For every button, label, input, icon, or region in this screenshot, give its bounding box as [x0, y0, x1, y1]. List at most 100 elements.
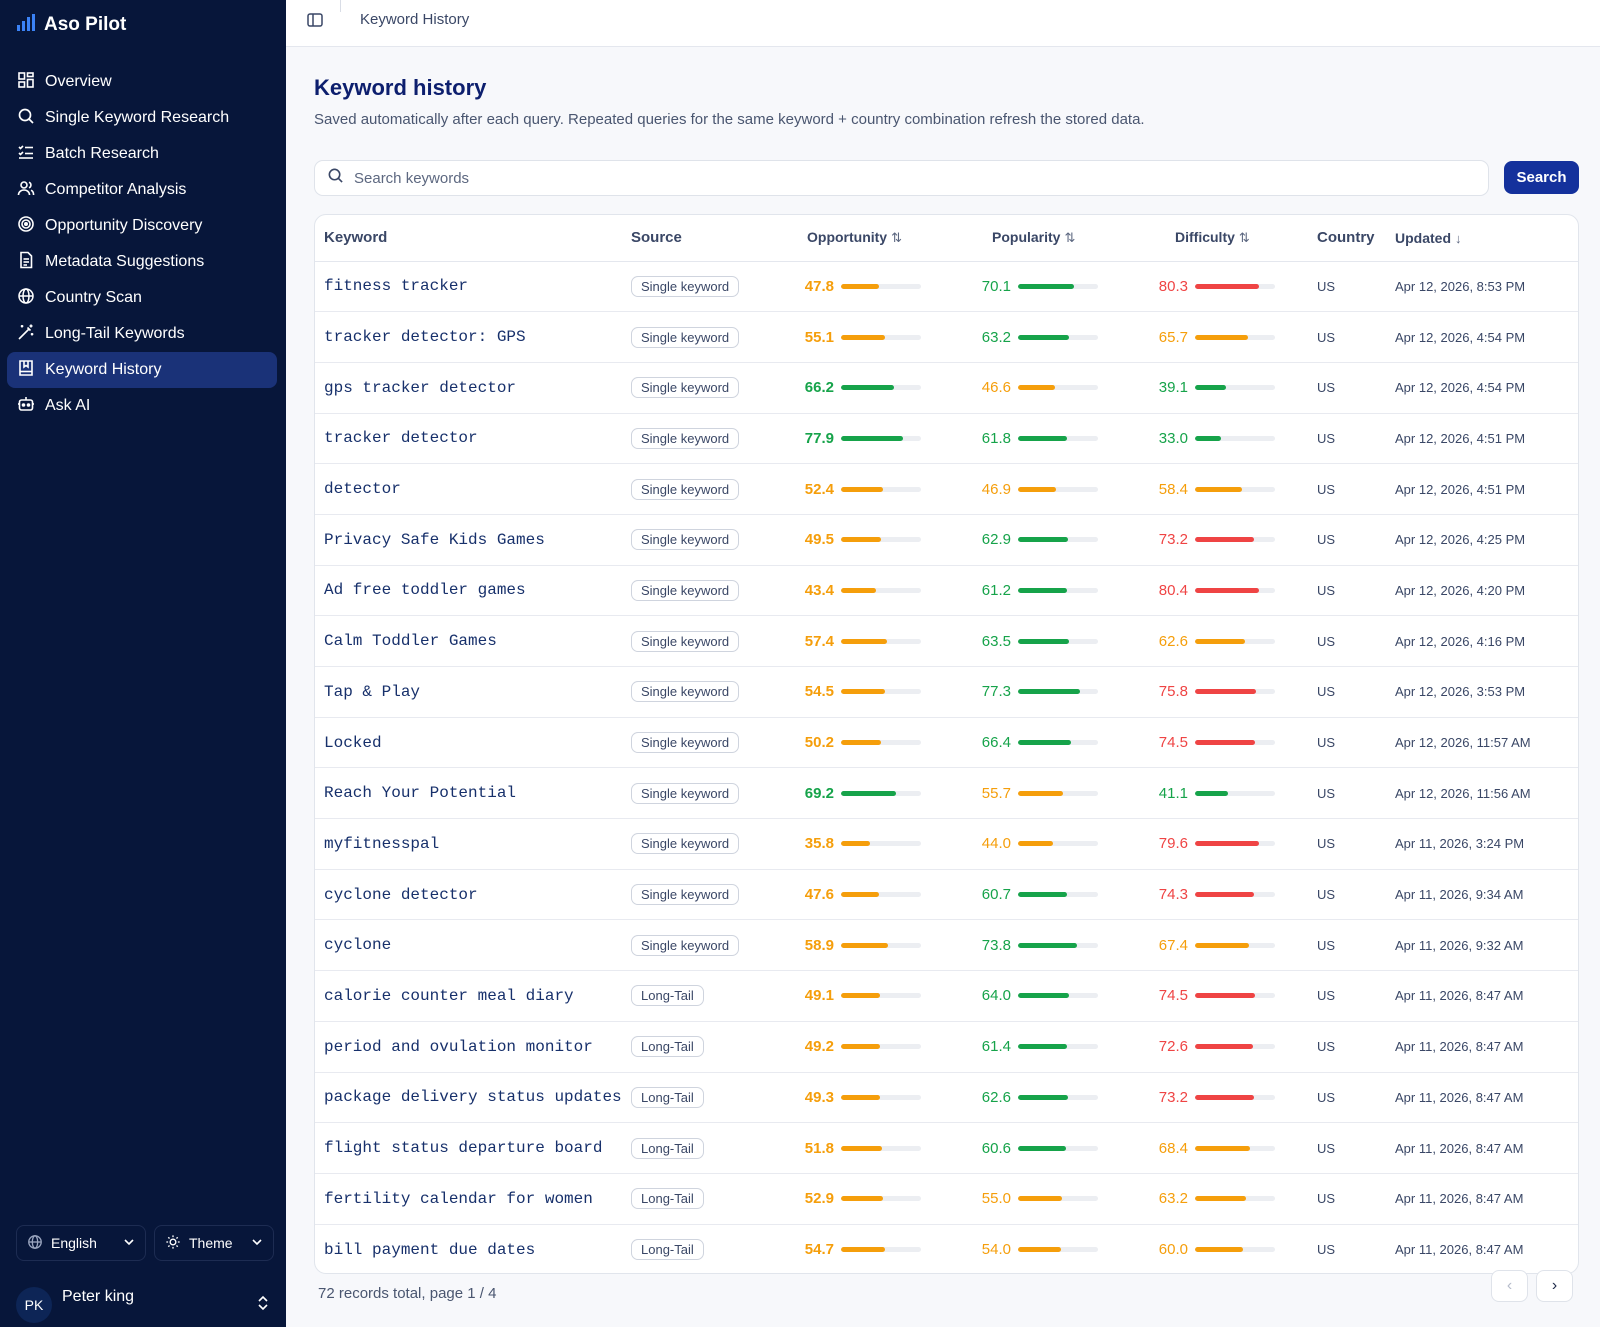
table-row[interactable]: Calm Toddler Games Single keyword 57.4 63.5…	[315, 616, 1578, 667]
table-row[interactable]: bill payment due dates Long-Tail 54.7 54.0 6…	[315, 1224, 1578, 1273]
sidebar-item-label: Batch Research	[45, 145, 159, 162]
opportunity-bar-fill	[841, 587, 876, 593]
sidebar-item-metadata-suggestions[interactable]: Metadata Suggestions	[7, 244, 277, 280]
table-row[interactable]: Ad free toddler games Single keyword 43.4 6…	[315, 565, 1578, 616]
language-select[interactable]: English	[16, 1225, 146, 1261]
table-row[interactable]: calorie counter meal diary Long-Tail 49.1 6…	[315, 971, 1578, 1022]
table-row[interactable]: tracker detector Single keyword 77.9 61.8 33…	[315, 413, 1578, 464]
opportunity-value: 51.8	[804, 1139, 834, 1157]
difficulty-score: 80.4	[1152, 582, 1317, 599]
sidebar-item-competitor-analysis[interactable]: Competitor Analysis	[7, 172, 277, 208]
country-cell: US	[1317, 937, 1336, 953]
difficulty-bar	[1195, 385, 1275, 391]
opportunity-value: 49.1	[804, 987, 834, 1005]
opportunity-bar-fill	[841, 486, 883, 492]
opportunity-cell: 54.7	[798, 1224, 975, 1273]
popularity-score: 70.1	[975, 278, 1152, 295]
sidebar-item-ask-ai[interactable]: Ask AI	[7, 388, 277, 424]
difficulty-score: 67.4	[1152, 937, 1317, 954]
difficulty-score: 74.5	[1152, 734, 1317, 751]
updated-cell: Apr 12, 2026, 4:51 PM	[1395, 430, 1526, 446]
popularity-bar	[1018, 334, 1098, 340]
source-badge: Single keyword	[631, 275, 740, 297]
column-header-label: Updated	[1395, 229, 1451, 246]
updated-cell: Apr 11, 2026, 8:47 AM	[1395, 1191, 1524, 1207]
opportunity-bar	[841, 1196, 921, 1202]
popularity-bar	[1018, 435, 1098, 441]
search-icon	[17, 107, 35, 130]
opportunity-bar	[841, 587, 921, 593]
opportunity-cell: 43.4	[798, 565, 975, 616]
popularity-bar-fill	[1018, 841, 1054, 847]
sidebar-item-opportunity-discovery[interactable]: Opportunity Discovery	[7, 208, 277, 244]
difficulty-cell: 73.2	[1152, 514, 1317, 565]
theme-select[interactable]: Theme	[154, 1225, 274, 1261]
prev-page-button[interactable]: ‹	[1491, 1270, 1528, 1302]
next-page-button[interactable]: ›	[1536, 1270, 1573, 1302]
table-header-row: Keyword Source Opportunity ⇅ Popularity ⇅ …	[315, 215, 1578, 262]
table-row[interactable]: cyclone Single keyword 58.9 73.8 67.4 US Apr 1…	[315, 920, 1578, 971]
popularity-bar	[1018, 689, 1098, 695]
column-header-popularity[interactable]: Popularity ⇅	[975, 215, 1152, 262]
table-row[interactable]: fitness tracker Single keyword 47.8 70.1 80.…	[315, 261, 1578, 312]
table-row[interactable]: Locked Single keyword 50.2 66.4 74.5 US Apr 12…	[315, 717, 1578, 768]
difficulty-bar-fill	[1195, 283, 1260, 289]
popularity-score: 61.2	[975, 582, 1152, 599]
table-row[interactable]: Tap & Play Single keyword 54.5 77.3 75.8 US Ap…	[315, 667, 1578, 718]
country-cell: US	[1317, 988, 1336, 1004]
brand[interactable]: Aso Pilot	[16, 12, 126, 38]
opportunity-score: 54.7	[798, 1241, 975, 1258]
sidebar-item-keyword-history[interactable]: Keyword History	[7, 352, 277, 388]
user-menu[interactable]: PK Peter king	[16, 1285, 270, 1325]
popularity-bar-fill	[1018, 283, 1075, 289]
opportunity-cell: 49.5	[798, 514, 975, 565]
popularity-cell: 63.5	[975, 616, 1152, 667]
popularity-cell: 77.3	[975, 667, 1152, 718]
difficulty-score: 65.7	[1152, 329, 1317, 346]
opportunity-value: 49.5	[804, 531, 834, 549]
table-row[interactable]: cyclone detector Single keyword 47.6 60.7 74…	[315, 869, 1578, 920]
sidebar-toggle-icon[interactable]	[306, 11, 328, 33]
search-button[interactable]: Search	[1504, 161, 1579, 194]
popularity-cell: 61.8	[975, 413, 1152, 464]
opportunity-bar-fill	[841, 993, 881, 999]
table-row[interactable]: period and ovulation monitor Long-Tail 49.…	[315, 1021, 1578, 1072]
table-row[interactable]: package delivery status updates Long-Tail…	[315, 1072, 1578, 1123]
table-row[interactable]: tracker detector: GPS Single keyword 55.1 6…	[315, 312, 1578, 363]
difficulty-score: 39.1	[1152, 379, 1317, 396]
opportunity-bar-fill	[841, 1145, 883, 1151]
table-row[interactable]: gps tracker detector Single keyword 66.2 46…	[315, 362, 1578, 414]
difficulty-value: 65.7	[1158, 328, 1188, 346]
country-cell: US	[1317, 836, 1336, 852]
table-row[interactable]: myfitnesspal Single keyword 35.8 44.0 79.6 US…	[315, 819, 1578, 870]
sidebar-item-country-scan[interactable]: Country Scan	[7, 280, 277, 316]
opportunity-bar-fill	[841, 892, 880, 898]
sidebar-item-label: Competitor Analysis	[45, 181, 187, 198]
search-input[interactable]	[354, 169, 1454, 187]
updated-cell: Apr 11, 2026, 8:47 AM	[1395, 1089, 1524, 1105]
source-cell: Single keyword	[631, 413, 798, 464]
table-row[interactable]: Reach Your Potential Single keyword 69.2 55…	[315, 768, 1578, 819]
theme-label: Theme	[189, 1235, 233, 1251]
opportunity-cell: 49.3	[798, 1072, 975, 1123]
opportunity-bar	[841, 334, 921, 340]
pagination-summary: 72 records total, page 1 / 4	[318, 1285, 497, 1302]
column-header-updated[interactable]: Updated ↓	[1395, 215, 1578, 262]
column-header-opportunity[interactable]: Opportunity ⇅	[798, 215, 975, 262]
sidebar-item-overview[interactable]: Overview	[7, 64, 277, 100]
opportunity-cell: 35.8	[798, 819, 975, 870]
difficulty-cell: 80.4	[1152, 565, 1317, 616]
difficulty-cell: 63.2	[1152, 1173, 1317, 1224]
table-row[interactable]: Privacy Safe Kids Games Single keyword 49.…	[315, 514, 1578, 566]
sidebar-item-batch-research[interactable]: Batch Research	[7, 136, 277, 172]
opportunity-bar-fill	[841, 638, 887, 644]
opportunity-bar	[841, 435, 921, 441]
updated-cell: Apr 12, 2026, 4:51 PM	[1395, 481, 1526, 497]
column-header-difficulty[interactable]: Difficulty ⇅	[1152, 215, 1317, 262]
sidebar-item-long-tail-keywords[interactable]: Long-Tail Keywords	[7, 316, 277, 352]
difficulty-cell: 41.1	[1152, 768, 1317, 819]
sidebar-item-single-keyword-research[interactable]: Single Keyword Research	[7, 100, 277, 136]
table-row[interactable]: fertility calendar for women Long-Tail 52.…	[315, 1173, 1578, 1225]
table-row[interactable]: detector Single keyword 52.4 46.9 58.4 US Apr …	[315, 464, 1578, 515]
table-row[interactable]: flight status departure board Long-Tail 51…	[315, 1123, 1578, 1174]
